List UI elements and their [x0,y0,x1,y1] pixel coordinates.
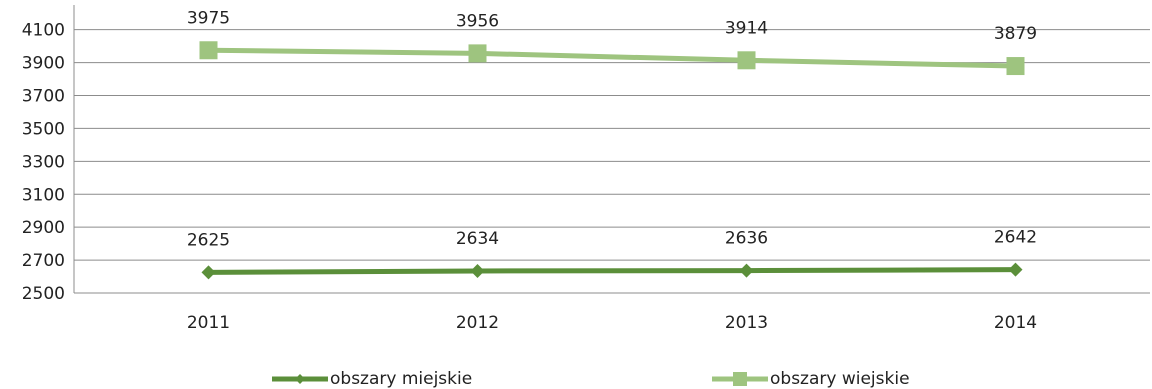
y-tick-label: 2700 [22,251,65,271]
data-point-diamond [1008,262,1023,277]
data-point-square [737,51,756,70]
x-tick-label: 2012 [456,313,499,333]
y-tick-label: 2500 [22,284,65,304]
y-tick-label: 3300 [22,152,65,172]
data-label: 3975 [187,8,230,28]
data-label: 3914 [725,18,768,38]
legend-line-square-icon [712,372,768,386]
series-group [199,41,1025,280]
data-label: 2625 [187,230,230,250]
data-labels: 2625 2634 2636 2642 3975 3956 3914 3879 [187,8,1037,250]
y-tick-label: 3500 [22,119,65,139]
y-tick-label: 3700 [22,87,65,107]
series-line-2 [208,47,1016,69]
y-tick-label: 3900 [22,54,65,74]
legend-label: obszary wiejskie [770,368,910,389]
x-tick-label: 2013 [725,313,768,333]
x-axis-ticks: 2011 2012 2013 2014 [187,313,1037,333]
gridlines [74,29,1150,294]
data-point-diamond [201,265,216,280]
legend-label: obszary miejskie [330,368,473,389]
legend-item-miejskie: obszary miejskie [270,368,472,389]
data-label: 3879 [994,24,1037,44]
data-point-diamond [739,263,754,278]
legend-item-wiejskie: obszary wiejskie [710,368,910,389]
y-tick-label: 2900 [22,218,65,238]
legend-line-diamond-icon [272,374,328,384]
legend: obszary miejskie obszary wiejskie [0,368,1152,389]
data-label: 2634 [456,229,499,249]
data-point-square [199,41,218,60]
data-point-square [1006,57,1025,76]
data-label: 2642 [994,228,1037,248]
data-point-square [468,44,487,63]
series-line-1 [208,267,1016,275]
x-tick-label: 2011 [187,313,230,333]
data-point-diamond [470,263,485,278]
data-label: 3956 [456,11,499,31]
line-chart: 2500 2700 2900 3100 3300 3500 3700 3900 4100 201… [22,5,1150,333]
x-tick-label: 2014 [994,313,1037,333]
data-label: 2636 [725,229,768,249]
y-tick-label: 3100 [22,185,65,205]
y-axis-ticks: 2500 2700 2900 3100 3300 3500 3700 3900 4100 [22,21,65,304]
y-tick-label: 4100 [22,21,65,41]
